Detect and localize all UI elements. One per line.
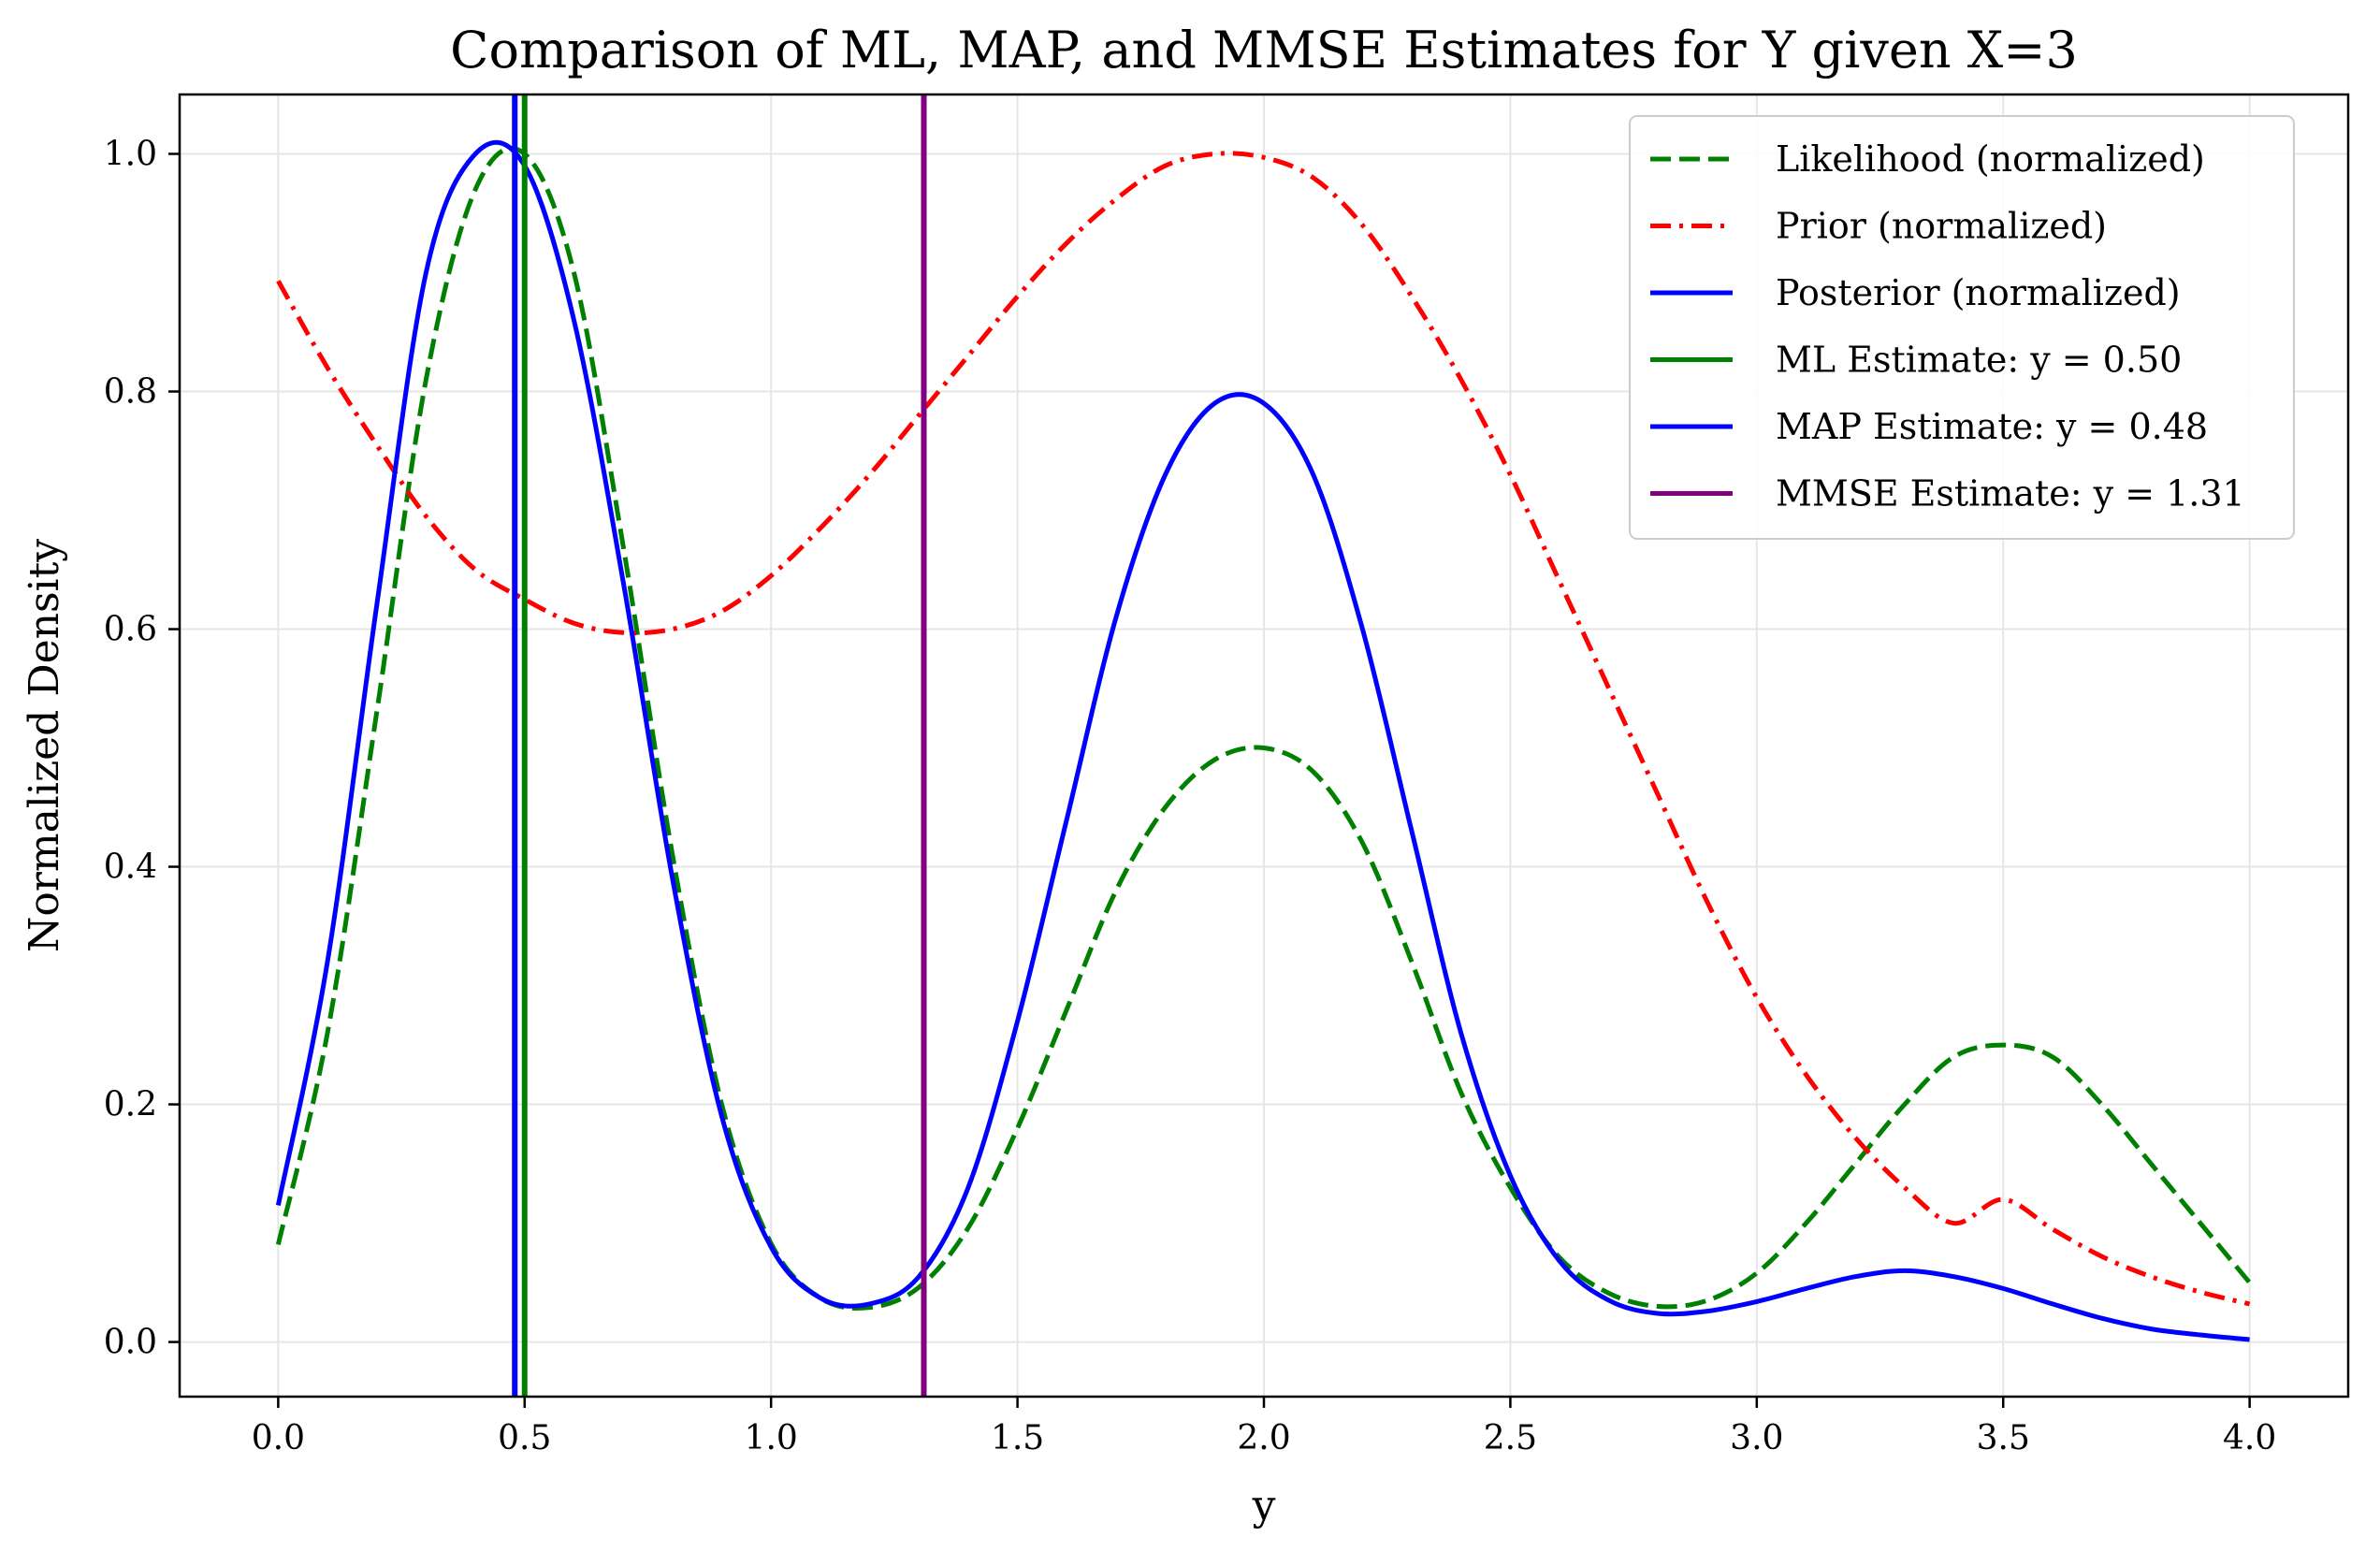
x-tick-label: 0.0 (252, 1419, 305, 1457)
y-tick-label: 0.4 (104, 848, 157, 887)
y-tick-label: 0.6 (104, 611, 157, 649)
y-tick-label: 0.8 (104, 373, 157, 412)
x-tick-label: 4.0 (2223, 1419, 2276, 1457)
x-tick-label: 3.5 (1977, 1419, 2030, 1457)
x-tick-label: 1.0 (745, 1419, 798, 1457)
series-line-2 (276, 151, 2251, 1307)
series-line-3 (275, 139, 2250, 1342)
y-tick-label: 0.0 (104, 1324, 157, 1362)
legend-label: MAP Estimate: y = 0.48 (1776, 406, 2208, 447)
x-axis-ticks: 0.0 0.5 1.0 1.5 2.0 2.5 3.0 3.5 4.0 (252, 1397, 2276, 1457)
y-tick-label: 0.2 (104, 1086, 157, 1124)
legend: Likelihood (normalized) Prior (normalized… (1629, 115, 2295, 540)
y-axis-label: Normalized Density (21, 539, 68, 952)
legend-label: Prior (normalized) (1776, 206, 2107, 247)
x-tick-label: 0.5 (498, 1419, 551, 1457)
legend-frame (1629, 115, 2295, 540)
legend-label: Likelihood (normalized) (1776, 138, 2205, 180)
y-tick-label: 1.0 (104, 136, 157, 174)
estimate-lines (512, 94, 927, 1397)
legend-label: ML Estimate: y = 0.50 (1776, 340, 2182, 381)
legend-label: MMSE Estimate: y = 1.31 (1776, 473, 2245, 515)
x-tick-label: 2.5 (1484, 1419, 1537, 1457)
x-axis-label: y (1252, 1482, 1276, 1529)
y-axis-ticks: 0.0 0.2 0.4 0.6 0.8 1.0 (104, 136, 180, 1362)
x-tick-label: 1.5 (991, 1419, 1044, 1457)
legend-label: Posterior (normalized) (1776, 272, 2181, 313)
chart-title: Comparison of ML, MAP, and MMSE Estimate… (450, 21, 2078, 80)
x-tick-label: 2.0 (1237, 1419, 1290, 1457)
x-tick-label: 3.0 (1730, 1419, 1783, 1457)
